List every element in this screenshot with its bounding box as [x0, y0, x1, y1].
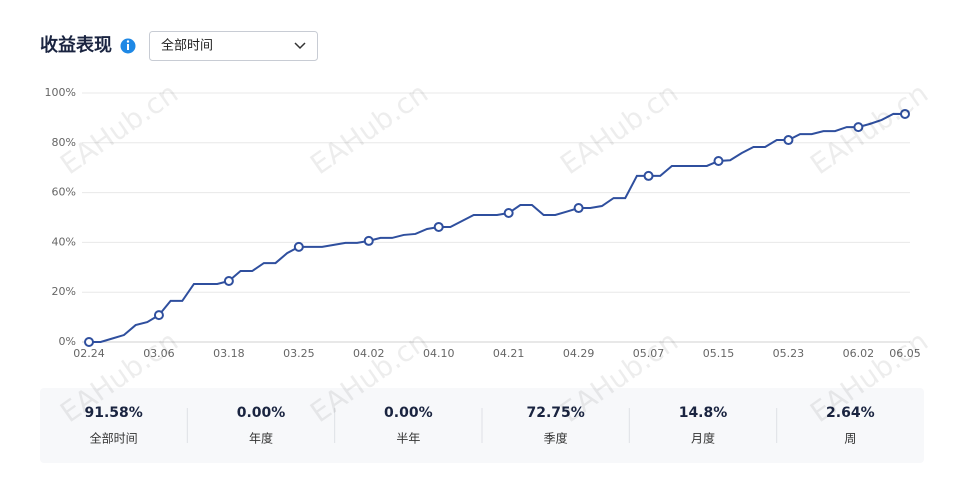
x-tick-label: 06.05	[889, 347, 921, 360]
stat-value: 0.00%	[237, 405, 286, 421]
x-tick-label: 03.06	[143, 347, 175, 360]
watermark: EAHub.cn	[554, 76, 684, 181]
x-tick-label: 03.18	[213, 347, 245, 360]
point-marker	[84, 337, 94, 347]
x-tick-label: 05.15	[703, 347, 735, 360]
y-tick-label: 0%	[59, 335, 76, 348]
stat-value: 14.8%	[679, 405, 728, 421]
point-marker	[223, 275, 234, 286]
dropdown-value: 全部时间	[161, 38, 213, 54]
info-icon[interactable]	[120, 38, 136, 54]
point-marker	[503, 208, 514, 219]
stat-label: 季度	[544, 431, 568, 446]
stat-value: 2.64%	[826, 405, 875, 421]
chevron	[294, 42, 306, 50]
point-marker	[713, 155, 724, 166]
x-tick-label: 05.07	[633, 347, 665, 360]
y-tick-label: 40%	[52, 235, 76, 248]
x-tick-label: 06.02	[843, 347, 875, 360]
x-tick-label: 05.23	[773, 347, 805, 360]
line	[89, 112, 906, 343]
stat-label: 年度	[249, 431, 273, 446]
point-marker	[643, 170, 654, 181]
x-tick-label: 04.21	[493, 347, 525, 360]
point-marker	[153, 310, 164, 321]
y-tick-label: 20%	[52, 285, 76, 298]
stat-label: 全部时间	[90, 431, 138, 446]
y-tick-label: 100%	[45, 86, 76, 99]
point-marker	[783, 135, 794, 146]
point-marker	[853, 122, 864, 133]
stat-label: 周	[844, 432, 856, 446]
point-marker	[363, 235, 374, 246]
time-dropdown[interactable]: 全部时间	[149, 31, 318, 61]
stat-label: 月度	[691, 431, 715, 446]
point-marker	[573, 203, 584, 214]
point-marker	[433, 221, 444, 232]
point-marker	[293, 241, 304, 252]
x-tick-label: 03.25	[283, 347, 315, 360]
stat-label: 半年	[396, 432, 420, 446]
y-tick-label: 60%	[52, 186, 76, 199]
x-tick-label: 04.29	[563, 347, 595, 360]
stat-value: 91.58%	[85, 405, 143, 421]
watermark: EAHub.cn	[804, 76, 934, 181]
x-tick-label: 04.10	[423, 347, 455, 360]
stat-value: 72.75%	[527, 405, 585, 421]
y-tick-label: 80%	[52, 136, 76, 149]
point-marker	[900, 108, 910, 119]
stat-value: 0.00%	[384, 405, 433, 421]
x-tick-label: 02.24	[73, 347, 105, 360]
x-tick-label: 04.02	[353, 347, 385, 360]
section-title: 收益表现	[40, 34, 112, 56]
watermark: EAHub.cn	[304, 76, 434, 181]
